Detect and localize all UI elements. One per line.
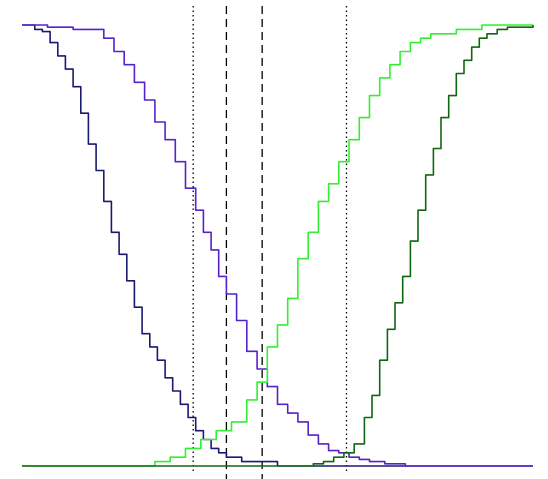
reference-lines <box>192 6 348 479</box>
series-lines <box>22 24 534 467</box>
series-line-2 <box>22 24 533 467</box>
series-line-4 <box>22 25 534 467</box>
series-line-1 <box>22 24 533 467</box>
series-line-3 <box>22 24 533 467</box>
